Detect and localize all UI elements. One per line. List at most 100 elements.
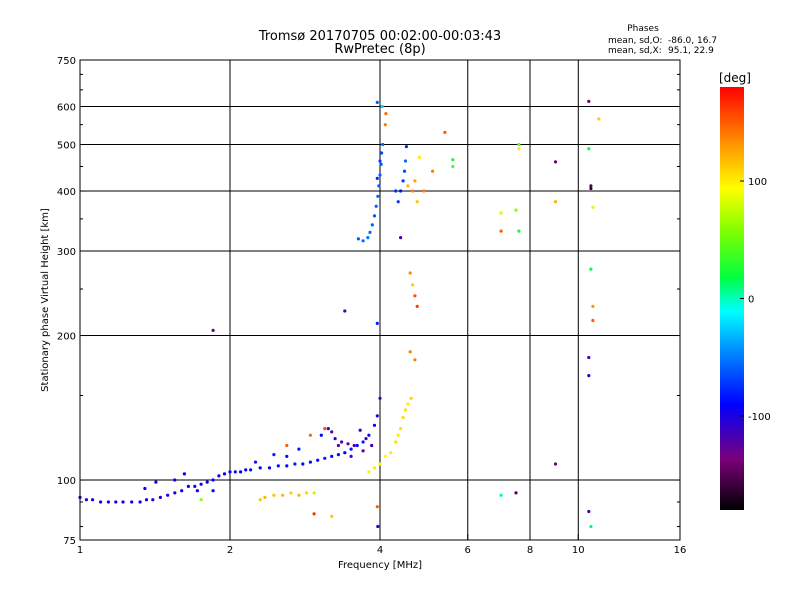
data-point	[378, 159, 382, 163]
data-point	[233, 470, 237, 474]
data-point	[372, 466, 377, 470]
data-point	[99, 500, 103, 504]
data-point	[106, 500, 110, 504]
data-point	[253, 460, 258, 464]
data-point	[587, 374, 591, 378]
data-point	[370, 223, 374, 227]
data-point	[451, 164, 455, 169]
y-tick-label: 500	[57, 141, 76, 152]
data-point	[587, 147, 591, 151]
data-point	[368, 230, 372, 234]
data-point	[305, 491, 309, 495]
data-point	[402, 169, 407, 173]
data-point	[205, 480, 209, 484]
data-point	[517, 142, 521, 147]
phase-stats-x-values: 95.1, 22.9	[668, 46, 714, 56]
data-point	[375, 505, 379, 509]
x-tick-label: 1	[77, 545, 83, 556]
y-tick-label: 300	[57, 247, 76, 258]
phase-stats-heading: Phases	[627, 24, 659, 34]
data-point	[355, 443, 359, 448]
data-point	[358, 428, 362, 432]
data-point	[319, 433, 323, 437]
data-point	[411, 283, 415, 287]
data-point	[211, 478, 215, 482]
data-point	[323, 427, 327, 431]
data-point	[408, 350, 412, 354]
data-point	[352, 443, 356, 448]
data-point	[336, 443, 340, 448]
data-point	[591, 205, 595, 209]
data-point	[372, 214, 377, 218]
y-tick-label: 75	[63, 536, 76, 547]
data-point	[409, 396, 413, 400]
data-point	[166, 493, 170, 497]
x-tick-label: 8	[527, 545, 533, 556]
data-point	[589, 267, 593, 271]
data-point	[217, 474, 221, 478]
data-point	[401, 415, 405, 420]
chart-subtitle: RwPretec (8p)	[334, 42, 425, 57]
data-point	[401, 179, 405, 183]
data-point	[376, 194, 380, 198]
data-point	[297, 493, 301, 497]
x-axis-ticks: 1 2 4 6 8 10 16	[77, 534, 687, 556]
y-axis-label: Stationary phase Virtual Height [km]	[40, 208, 51, 392]
data-point	[301, 462, 305, 466]
data-point	[367, 433, 371, 437]
data-point	[364, 437, 368, 441]
data-point	[415, 304, 419, 308]
data-point	[399, 427, 403, 431]
data-point	[417, 155, 422, 159]
data-point	[374, 204, 378, 208]
data-point	[443, 130, 447, 134]
x-tick-label: 6	[465, 545, 471, 556]
data-point	[326, 427, 330, 431]
grid-lines	[80, 60, 680, 540]
data-point	[343, 309, 347, 313]
data-point	[399, 236, 403, 240]
data-point	[517, 229, 521, 233]
data-point	[366, 236, 370, 240]
colorbar-tick-label: 0	[748, 295, 754, 306]
data-point	[381, 142, 385, 147]
data-point	[312, 491, 316, 495]
data-point	[404, 145, 408, 149]
data-point	[587, 509, 591, 514]
data-point	[316, 458, 320, 462]
data-point	[285, 464, 289, 468]
data-point	[239, 470, 243, 474]
data-point	[514, 208, 518, 212]
data-point	[121, 500, 125, 504]
data-point	[389, 451, 393, 455]
data-point	[375, 414, 379, 418]
data-point	[173, 478, 177, 482]
data-point	[431, 169, 435, 173]
data-point	[406, 402, 410, 406]
data-point	[376, 524, 380, 529]
data-point	[499, 493, 503, 497]
data-point	[349, 454, 353, 458]
data-point	[451, 158, 455, 162]
data-point	[258, 466, 262, 470]
data-point	[349, 447, 353, 451]
data-point	[267, 466, 272, 470]
data-point	[144, 498, 149, 502]
data-point	[591, 304, 595, 308]
data-point	[403, 159, 408, 163]
data-point	[499, 211, 503, 215]
data-point	[173, 491, 177, 495]
data-point	[312, 512, 316, 516]
x-tick-label: 16	[674, 545, 687, 556]
data-point	[553, 462, 558, 466]
data-point	[587, 99, 591, 103]
colorbar-tick-label: 100	[748, 177, 767, 188]
data-point	[589, 186, 593, 191]
data-point	[308, 460, 312, 464]
colorbar-ticks: 100 0 -100	[740, 177, 771, 423]
data-point	[330, 430, 334, 434]
data-point	[195, 489, 199, 493]
data-point	[285, 443, 289, 448]
data-point	[499, 229, 503, 233]
